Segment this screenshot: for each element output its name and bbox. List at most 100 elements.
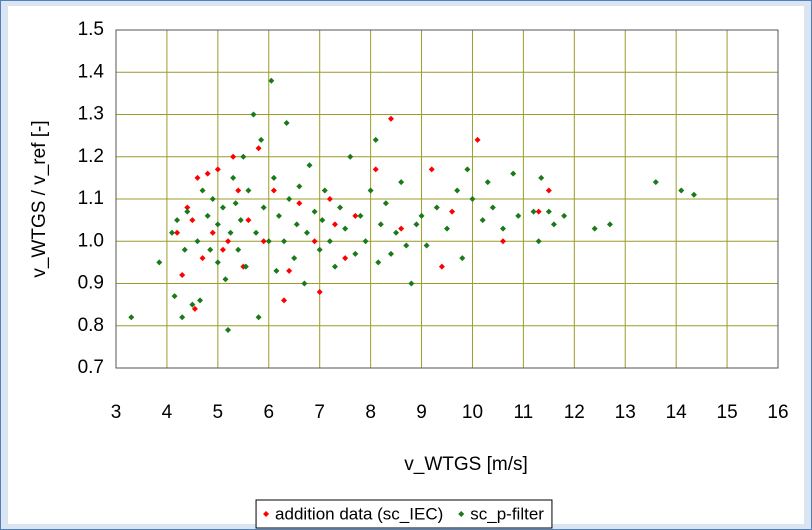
data-point	[591, 225, 598, 232]
data-point	[222, 276, 229, 283]
data-point	[326, 196, 333, 202]
x-tick-label: 6	[263, 402, 274, 423]
data-point	[255, 314, 262, 321]
data-point	[387, 115, 394, 122]
data-point	[293, 221, 300, 228]
data-point	[561, 212, 568, 219]
data-point	[199, 255, 206, 262]
data-point	[179, 314, 186, 321]
data-point	[194, 174, 201, 181]
data-point	[306, 162, 313, 169]
data-point	[245, 187, 252, 194]
data-point	[209, 196, 216, 202]
data-point	[387, 250, 394, 257]
data-point	[191, 305, 198, 312]
data-point	[301, 280, 308, 287]
data-point	[362, 238, 369, 245]
plot-border	[115, 29, 779, 369]
data-point	[189, 301, 196, 308]
data-point	[296, 183, 303, 190]
data-point	[156, 259, 163, 266]
data-point	[454, 187, 461, 194]
data-point	[128, 314, 135, 321]
data-point	[545, 187, 552, 194]
x-tick-label: 13	[615, 402, 636, 423]
x-tick-label: 5	[213, 402, 224, 423]
data-point	[181, 246, 188, 253]
data-point	[281, 238, 288, 245]
data-point	[413, 221, 420, 228]
x-tick-label: 3	[111, 402, 122, 423]
data-point	[194, 238, 201, 245]
data-point	[242, 263, 249, 270]
x-tick-label: 9	[416, 402, 427, 423]
data-point	[337, 204, 344, 211]
y-axis-label: v_WTGS / v_ref [-]	[29, 120, 50, 277]
data-point	[270, 187, 277, 194]
data-point	[403, 242, 410, 249]
data-point	[214, 259, 221, 266]
data-point	[214, 221, 221, 228]
data-point	[372, 136, 379, 143]
data-point	[484, 179, 491, 186]
data-point	[464, 166, 471, 173]
data-point	[296, 200, 303, 207]
data-point	[214, 166, 221, 173]
chart-area	[8, 6, 804, 524]
data-point	[179, 272, 186, 279]
data-point	[321, 187, 328, 194]
y-tick-label: 0.8	[78, 315, 104, 336]
x-tick-label: 7	[314, 402, 325, 423]
y-tick-label: 1.5	[78, 19, 104, 40]
data-point	[291, 255, 298, 262]
data-point	[377, 221, 384, 228]
data-point	[367, 187, 374, 194]
data-point	[449, 208, 456, 215]
data-point	[207, 246, 214, 253]
data-point	[184, 208, 191, 215]
data-point	[303, 229, 310, 236]
y-tick-label: 1.2	[78, 146, 104, 167]
data-point	[538, 174, 545, 181]
data-point	[240, 153, 247, 160]
data-point	[169, 229, 176, 236]
y-tick-label: 0.7	[78, 357, 104, 378]
data-point	[393, 229, 400, 236]
data-point	[515, 212, 522, 219]
data-point	[469, 196, 476, 202]
x-tick-label: 10	[462, 402, 483, 423]
data-point	[326, 238, 333, 245]
data-point	[199, 187, 206, 194]
data-point	[237, 217, 244, 224]
data-point	[311, 208, 318, 215]
data-point	[197, 297, 204, 304]
data-point	[268, 77, 275, 84]
data-point	[286, 196, 293, 202]
data-point	[678, 187, 685, 194]
data-point	[230, 174, 237, 181]
data-point	[286, 267, 293, 274]
data-point	[408, 280, 415, 287]
data-point	[423, 242, 430, 249]
data-point	[250, 111, 257, 118]
data-point	[510, 170, 517, 177]
data-point	[357, 212, 364, 219]
data-point	[433, 204, 440, 211]
legend-label: addition data (sc_IEC)	[275, 504, 443, 523]
data-point	[352, 212, 359, 219]
data-point	[235, 187, 242, 194]
data-point	[258, 136, 265, 143]
data-point	[219, 204, 226, 211]
data-point	[500, 238, 507, 245]
data-point	[171, 293, 178, 300]
data-point	[375, 259, 382, 266]
data-point	[225, 238, 232, 245]
data-point	[184, 204, 191, 211]
data-point	[235, 246, 242, 253]
data-point	[270, 174, 277, 181]
data-point	[606, 221, 613, 228]
data-point	[316, 288, 323, 295]
x-axis-label: v_WTGS [m/s]	[404, 454, 528, 475]
data-point	[189, 217, 196, 224]
y-tick-label: 0.9	[78, 273, 104, 294]
